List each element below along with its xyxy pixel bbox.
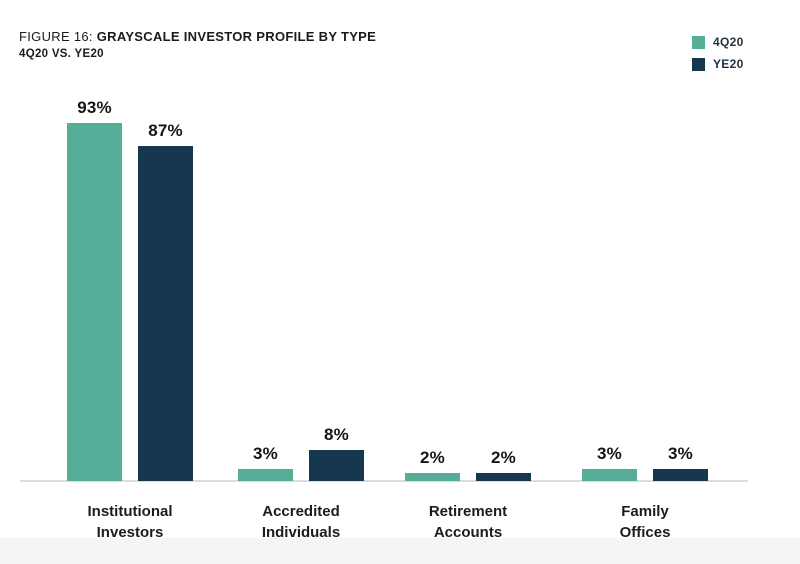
bar-accredited-individuals-ye20 — [309, 450, 364, 481]
legend-item-4q20: 4Q20 — [692, 35, 744, 49]
bar-value-family-offices-ye20: 3% — [668, 444, 693, 463]
figure-subtitle: 4Q20 VS. YE20 — [19, 48, 104, 60]
bar-value-family-offices-4q20: 3% — [597, 444, 622, 463]
figure-title-main: GRAYSCALE INVESTOR PROFILE BY TYPE — [96, 29, 377, 44]
bar-institutional-investors-4q20 — [67, 123, 122, 481]
bar-retirement-accounts-4q20 — [405, 473, 460, 481]
figure-title-prefix: FIGURE 16: — [19, 29, 97, 44]
chart-legend: 4Q20 YE20 — [692, 35, 744, 79]
legend-swatch-ye20-icon — [692, 57, 705, 71]
category-label-family-offices: Family Offices — [619, 503, 671, 541]
bar-accredited-individuals-4q20 — [238, 469, 293, 481]
figure-header: FIGURE 16: GRAYSCALE INVESTOR PROFILE BY… — [19, 29, 376, 60]
bar-value-accredited-individuals-ye20: 8% — [324, 425, 349, 444]
page-bottom-edge — [0, 538, 800, 564]
figure-title: FIGURE 16: GRAYSCALE INVESTOR PROFILE BY… — [19, 29, 376, 44]
legend-swatch-4q20-icon — [692, 35, 705, 49]
category-label-retirement-accounts: Retirement Accounts — [428, 503, 508, 541]
category-label-accredited-individuals: Accredited Individuals — [261, 503, 341, 541]
legend-label-4q20: 4Q20 — [713, 35, 744, 49]
bar-value-institutional-investors-ye20: 87% — [148, 121, 183, 140]
bar-retirement-accounts-ye20 — [476, 473, 531, 481]
bar-value-institutional-investors-4q20: 93% — [77, 98, 112, 117]
category-label-institutional-investors: Institutional Investors — [87, 503, 173, 541]
bar-institutional-investors-ye20 — [138, 146, 193, 481]
bar-value-retirement-accounts-4q20: 2% — [420, 448, 445, 467]
x-axis-baseline — [20, 480, 748, 482]
legend-item-ye20: YE20 — [692, 57, 744, 71]
bar-value-accredited-individuals-4q20: 3% — [253, 444, 278, 463]
bar-value-retirement-accounts-ye20: 2% — [491, 448, 516, 467]
bar-family-offices-ye20 — [653, 469, 708, 481]
legend-label-ye20: YE20 — [713, 57, 744, 71]
bar-family-offices-4q20 — [582, 469, 637, 481]
